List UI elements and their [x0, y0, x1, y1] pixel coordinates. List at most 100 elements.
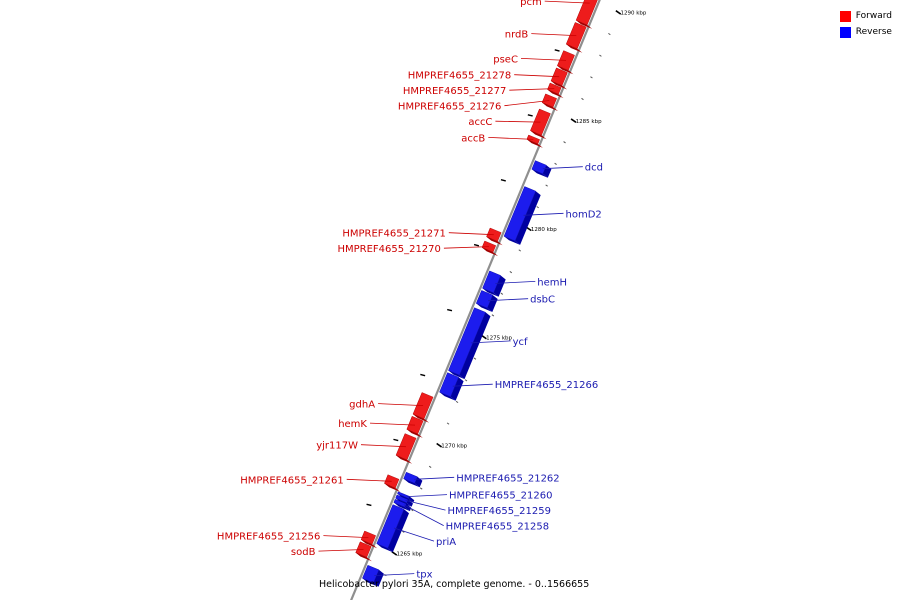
gene-side-face [408, 496, 415, 503]
gene-label[interactable]: ycf [513, 337, 528, 348]
leader-line [414, 476, 455, 480]
gene-box [481, 240, 497, 253]
gene-label[interactable]: HMPREF4655_21277 [403, 86, 506, 97]
gene-end-face [482, 247, 499, 257]
gene-HMPREF4655_21262[interactable] [403, 471, 423, 488]
gene-HMPREF4655_21270[interactable] [481, 240, 499, 257]
major-tick [436, 442, 443, 448]
gene-label[interactable]: HMPREF4655_21261 [240, 475, 343, 486]
gene-label[interactable]: HMPREF4655_21260 [449, 491, 552, 502]
gene-label[interactable]: HMPREF4655_21259 [447, 506, 550, 517]
gene-end-face [551, 80, 568, 90]
minor-tick [473, 357, 477, 360]
gene-box [448, 307, 486, 376]
left-tick [420, 373, 426, 377]
gene-end-face [476, 303, 493, 312]
gene-tpx[interactable] [362, 564, 384, 587]
gene-HMPREF4655_21277[interactable] [547, 82, 564, 99]
gene-label[interactable]: homD2 [566, 209, 602, 220]
gene-hemH[interactable] [482, 270, 506, 297]
gene-label[interactable]: pseC [493, 54, 518, 65]
gene-label[interactable]: accB [461, 133, 485, 144]
gene-label[interactable]: HMPREF4655_21270 [337, 244, 440, 255]
gene-homD2[interactable] [503, 186, 541, 245]
gene-ycf[interactable] [448, 307, 491, 380]
gene-end-face [566, 44, 583, 53]
minor-tick [464, 379, 468, 382]
gene-end-face [531, 169, 548, 178]
reverse-swatch [839, 26, 851, 38]
leader-line [488, 137, 534, 140]
gene-end-face [361, 539, 378, 549]
gene-box [393, 498, 407, 508]
gene-HMPREF4655_21278[interactable] [550, 67, 568, 90]
gene-box [403, 471, 418, 484]
gene-end-face [355, 552, 372, 562]
gene-box [547, 82, 562, 95]
genome-axis [350, 0, 601, 600]
gene-side-face [373, 569, 384, 587]
minor-tick [410, 509, 414, 512]
gene-HMPREF4655_21258[interactable] [393, 498, 412, 512]
gene-box [395, 494, 409, 503]
gene-label[interactable]: accC [468, 117, 492, 128]
gene-side-face [515, 191, 541, 245]
gene-label[interactable]: gdhA [349, 400, 375, 411]
gene-label[interactable]: HMPREF4655_21262 [456, 473, 559, 484]
gene-end-face [576, 20, 593, 29]
gene-label[interactable]: sodB [291, 547, 316, 558]
gene-label[interactable]: hemH [537, 277, 567, 288]
gene-label[interactable]: HMPREF4655_21278 [408, 71, 511, 82]
legend-forward-label: Forward [855, 11, 892, 21]
gene-HMPREF4655_21271[interactable] [486, 227, 503, 246]
gene-label[interactable]: HMPREF4655_21266 [495, 380, 598, 391]
gene-label[interactable]: HMPREF4655_21258 [446, 522, 549, 533]
gene-end-face [376, 543, 393, 553]
scale-label: 1285 kbp [576, 119, 602, 125]
gene-box [362, 564, 380, 584]
gene-dsbC[interactable] [475, 290, 498, 312]
legend-reverse: Reverse [839, 24, 892, 40]
leader-line [403, 504, 444, 526]
leader-line [452, 383, 493, 387]
gene-label[interactable]: nrdB [505, 30, 529, 41]
gene-end-face [362, 578, 379, 587]
tick-marks [366, 10, 622, 577]
gene-priA[interactable] [376, 504, 409, 553]
gene-label[interactable]: HMPREF4655_21276 [398, 102, 501, 113]
genome-caption: Helicobacter pylori 35A, complete genome… [319, 579, 590, 590]
gene-HMPREF4655_21260[interactable] [397, 491, 415, 503]
minor-tick [455, 400, 459, 404]
leader-line [514, 74, 560, 78]
gene-dcd[interactable] [531, 160, 552, 178]
gene-label[interactable]: yjr117W [316, 441, 358, 452]
gene-label[interactable]: pcm [520, 0, 542, 8]
gene-box [550, 67, 568, 86]
gene-label[interactable]: priA [436, 537, 456, 548]
gene-label[interactable]: hemK [338, 419, 367, 430]
gene-label[interactable]: tpx [416, 570, 432, 581]
scale-label: 1275 kbp [486, 335, 512, 341]
gene-label[interactable]: HMPREF4655_21271 [342, 229, 445, 240]
gene-box [395, 433, 417, 461]
gene-end-face [403, 478, 420, 488]
scale-label: 1265 kbp [396, 552, 422, 558]
gene-label[interactable]: dcd [585, 163, 603, 174]
gene-end-face [557, 65, 574, 75]
legend: Forward Reverse [839, 8, 892, 40]
gene-label[interactable]: dsbC [530, 295, 555, 306]
gene-HMPREF4655_21266[interactable] [439, 372, 464, 401]
gene-end-face [504, 236, 521, 245]
minor-tick [419, 487, 423, 490]
gene-box [360, 530, 376, 545]
gene-end-face [486, 236, 503, 246]
minor-tick [608, 32, 611, 36]
leader-line [443, 246, 489, 249]
gene-label[interactable]: HMPREF4655_21256 [217, 532, 320, 543]
gene-box [482, 270, 501, 294]
gene-pcm[interactable] [575, 0, 603, 29]
minor-tick [518, 249, 522, 252]
gene-end-face [439, 392, 456, 401]
scale-labels: 1265 kbp 1270 kbp 1275 kbp 1280 kbp 1285 kbp… [396, 11, 646, 558]
